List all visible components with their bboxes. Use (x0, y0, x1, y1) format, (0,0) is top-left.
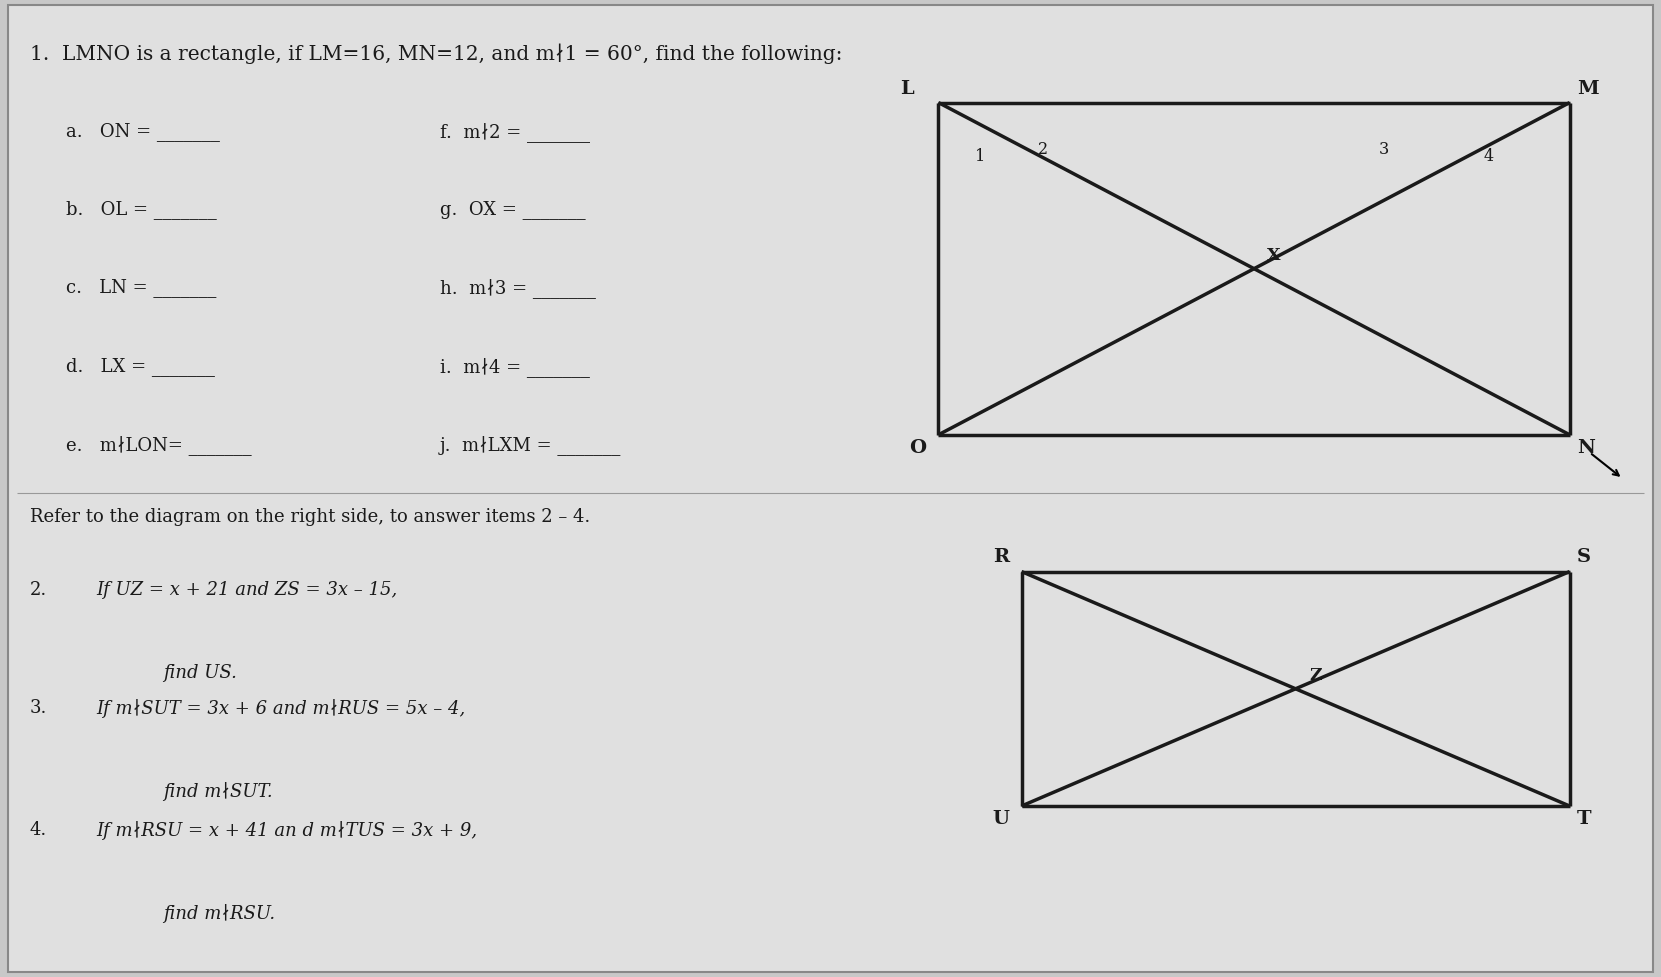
Text: 4: 4 (1483, 148, 1493, 165)
Text: 2.: 2. (30, 581, 47, 599)
Text: c.   LN = _______: c. LN = _______ (66, 278, 218, 297)
Text: j.  m∤LXM = _______: j. m∤LXM = _______ (440, 435, 621, 454)
Text: 1.  LMNO is a rectangle, if LM=16, MN=12, and m∤1 = 60°, find the following:: 1. LMNO is a rectangle, if LM=16, MN=12,… (30, 44, 842, 64)
Text: find m∤RSU.: find m∤RSU. (163, 904, 276, 922)
Text: 3.: 3. (30, 699, 47, 716)
Text: If UZ = x + 21 and ZS = 3x – 15,: If UZ = x + 21 and ZS = 3x – 15, (96, 581, 397, 599)
FancyBboxPatch shape (8, 5, 1653, 972)
Text: b.   OL = _______: b. OL = _______ (66, 200, 218, 219)
Text: find US.: find US. (163, 664, 236, 682)
Text: f.  m∤2 = _______: f. m∤2 = _______ (440, 122, 590, 142)
Text: L: L (900, 80, 914, 98)
Text: U: U (992, 811, 1010, 828)
Text: e.   m∤LON= _______: e. m∤LON= _______ (66, 435, 252, 454)
Text: If m∤SUT = 3x + 6 and m∤RUS = 5x – 4,: If m∤SUT = 3x + 6 and m∤RUS = 5x – 4, (96, 699, 465, 717)
Text: S: S (1576, 548, 1591, 566)
Text: R: R (993, 548, 1010, 566)
Text: 3: 3 (1379, 141, 1389, 158)
Text: 1: 1 (975, 148, 985, 165)
Text: i.  m∤4 = _______: i. m∤4 = _______ (440, 357, 590, 376)
Text: 4.: 4. (30, 821, 47, 838)
Text: Refer to the diagram on the right side, to answer items 2 – 4.: Refer to the diagram on the right side, … (30, 508, 590, 526)
Text: T: T (1576, 811, 1591, 828)
Text: a.   ON = _______: a. ON = _______ (66, 122, 221, 141)
Text: M: M (1576, 80, 1600, 98)
Text: N: N (1576, 439, 1595, 457)
Text: d.   LX = _______: d. LX = _______ (66, 357, 216, 375)
Text: g.  OX = _______: g. OX = _______ (440, 200, 586, 219)
Text: find m∤SUT.: find m∤SUT. (163, 782, 272, 800)
Text: O: O (909, 439, 927, 457)
Text: Z: Z (1309, 667, 1322, 684)
Text: 2: 2 (1038, 141, 1048, 158)
Text: If m∤RSU = x + 41 an d m∤TUS = 3x + 9,: If m∤RSU = x + 41 an d m∤TUS = 3x + 9, (96, 821, 477, 839)
Text: h.  m∤3 = _______: h. m∤3 = _______ (440, 278, 596, 298)
Text: X: X (1267, 247, 1281, 264)
